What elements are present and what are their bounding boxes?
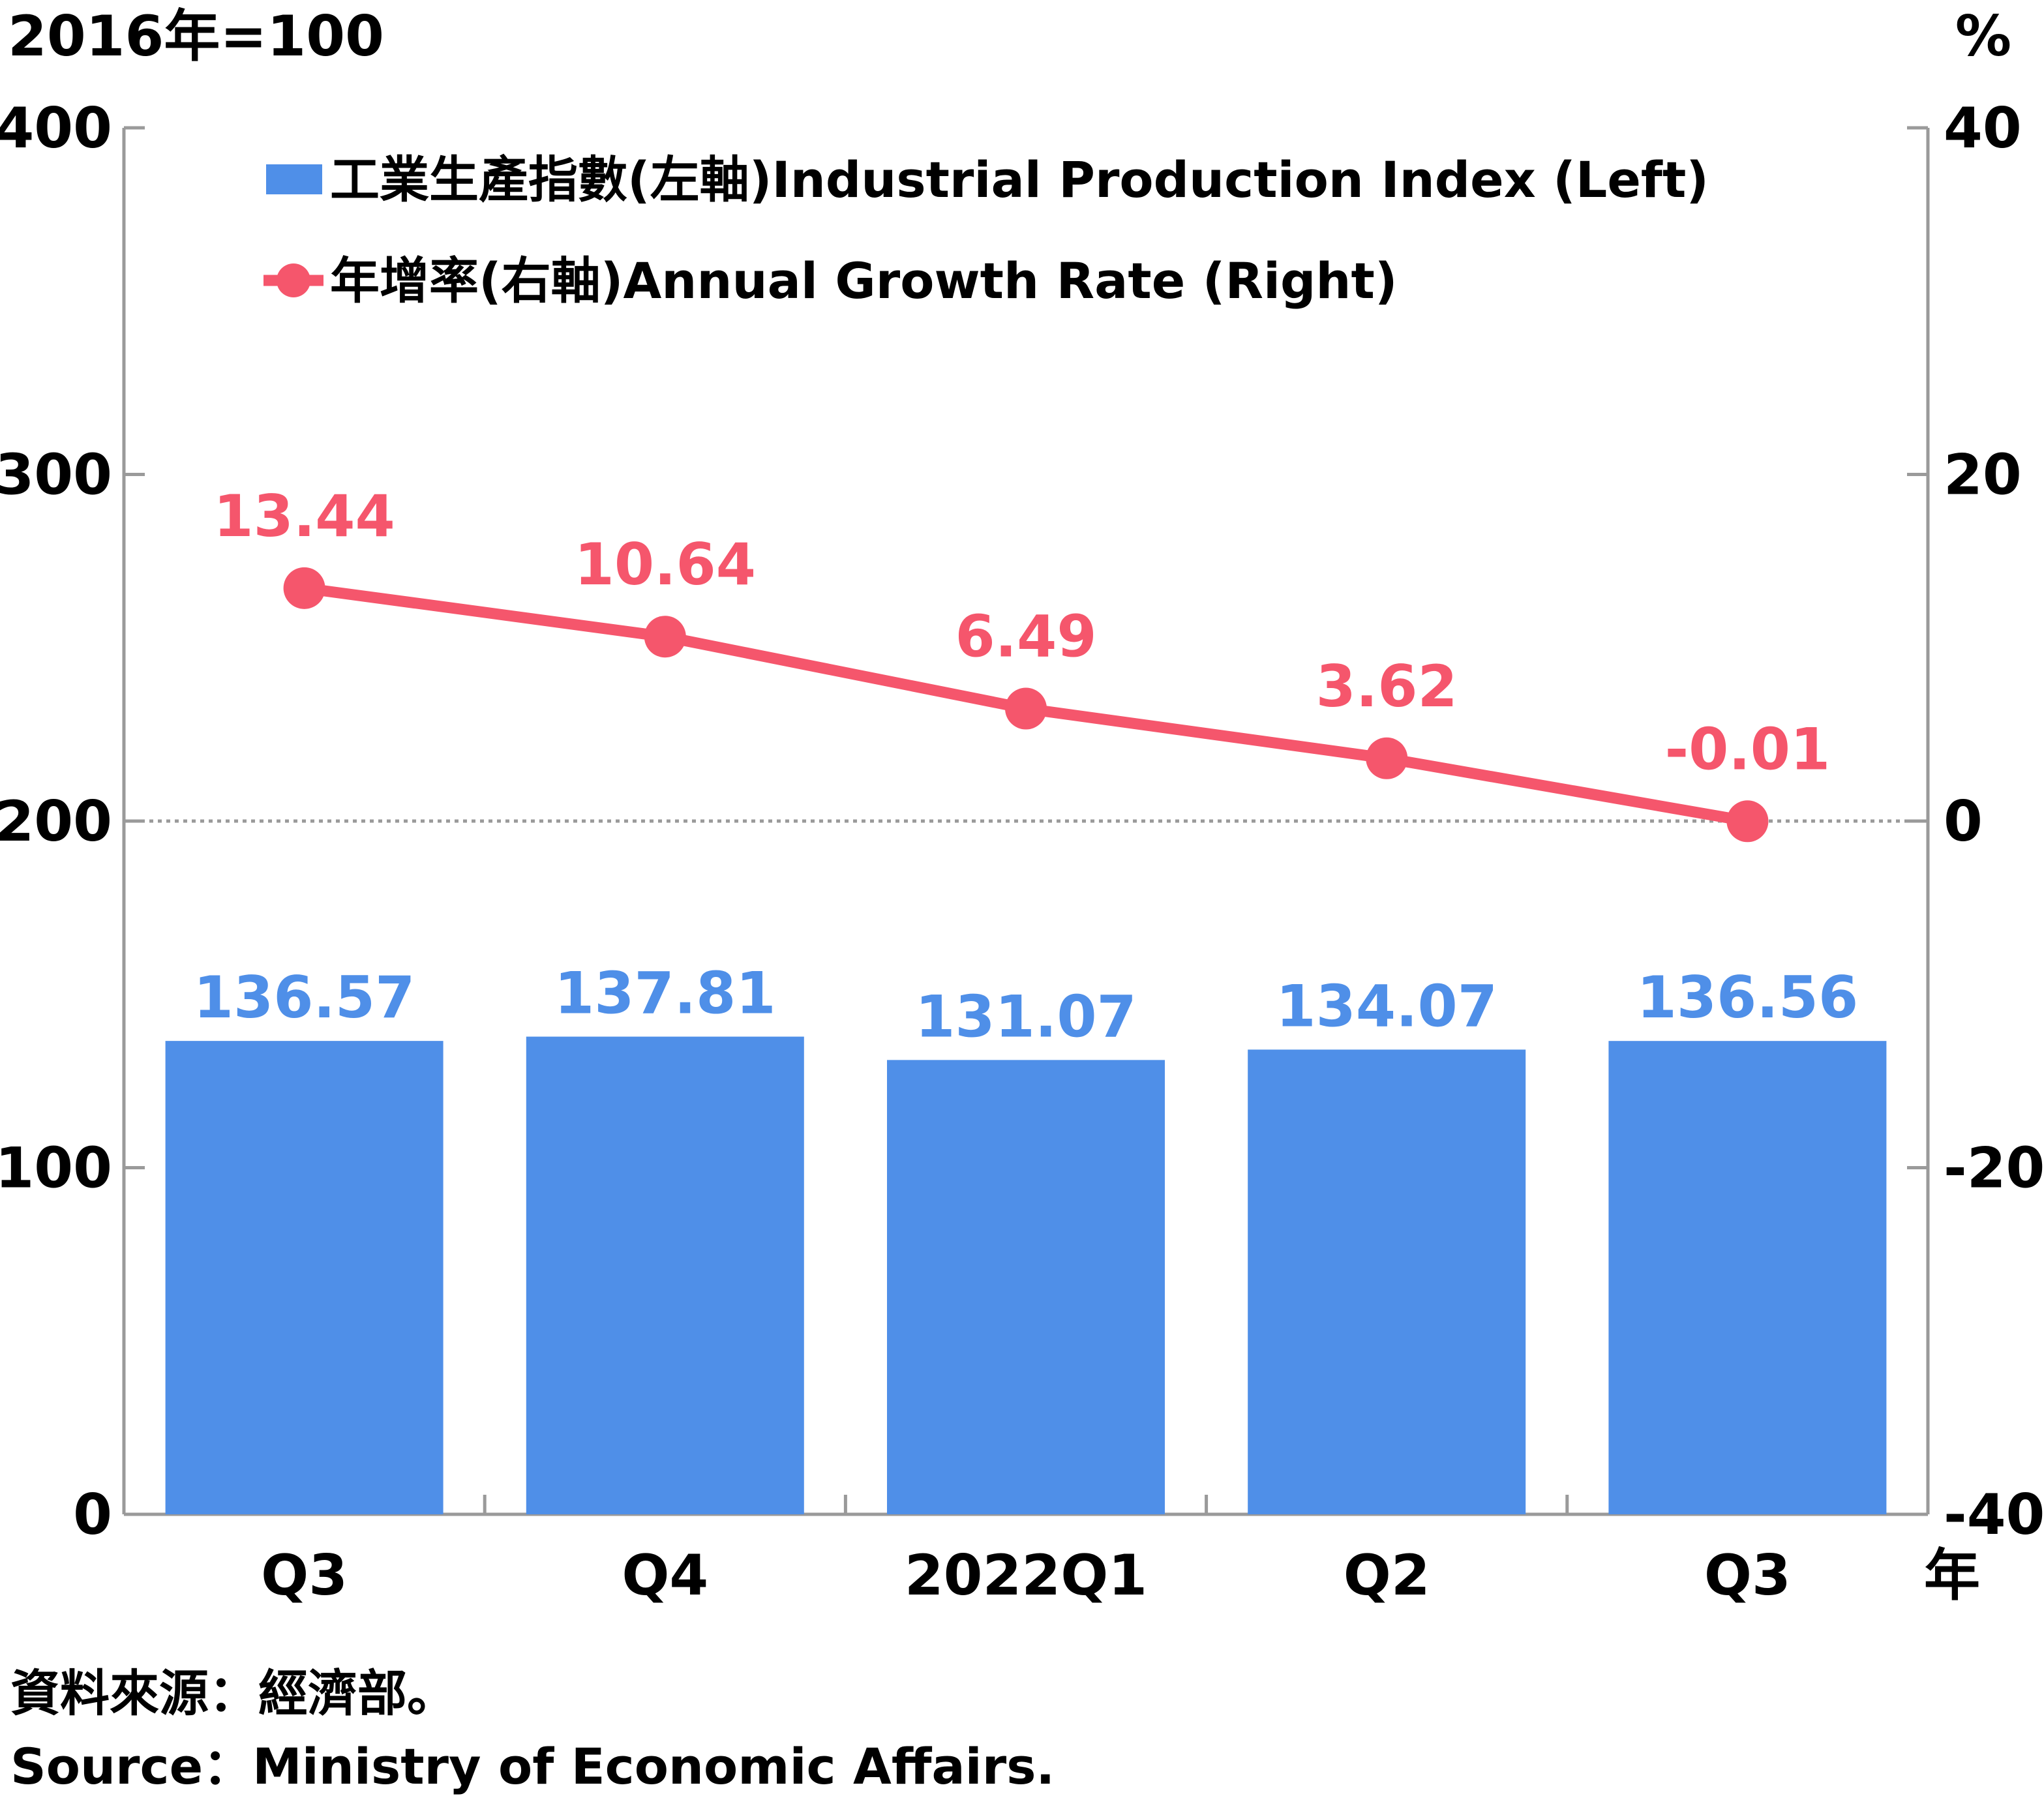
left-axis-tick-label: 0 xyxy=(73,1482,112,1548)
bar-value-label: 131.07 xyxy=(915,983,1137,1050)
axes: 0 100 200 300 400 -40 -20 0 20 40 Q3 Q4 2022Q1 Q2 Q3 年 xyxy=(0,96,2044,1608)
growth-rate-marker xyxy=(283,567,325,609)
line-value-label: 6.49 xyxy=(955,603,1096,670)
bar-value-label: 136.57 xyxy=(194,964,415,1031)
right-axis-tick-label: 40 xyxy=(1944,96,2022,161)
bar xyxy=(1248,1049,1526,1514)
x-axis-tick-label: Q3 xyxy=(261,1543,348,1608)
legend-label-line: 年增率(右軸)Annual Growth Rate (Right) xyxy=(330,252,1398,310)
line-value-label: 13.44 xyxy=(213,483,395,550)
right-axis-tick-label: 0 xyxy=(1944,789,1983,854)
growth-rate-marker xyxy=(1366,737,1408,779)
legend-swatch-bar xyxy=(266,164,322,194)
growth-rate-marker xyxy=(644,616,686,658)
legend-swatch-marker xyxy=(277,263,310,297)
bar xyxy=(165,1041,443,1514)
bar-series xyxy=(165,1036,1887,1514)
x-axis-suffix-label: 年 xyxy=(1924,1543,1980,1608)
source-note-en: Source：Ministry of Economic Affairs. xyxy=(10,1737,1055,1795)
data-labels: 136.57 137.81 131.07 134.07 136.56 13.44 10.64… xyxy=(194,483,1858,1051)
growth-rate-marker xyxy=(1726,800,1769,843)
bar-value-label: 136.56 xyxy=(1637,964,1859,1031)
line-value-label: 3.62 xyxy=(1316,653,1458,720)
x-axis-tick-label: Q2 xyxy=(1344,1543,1430,1608)
right-axis-tick-label: -20 xyxy=(1944,1136,2044,1201)
right-axis-tick-label: -40 xyxy=(1944,1482,2044,1548)
x-axis-tick-label: Q4 xyxy=(622,1543,708,1608)
legend: 工業生產指數(左軸)Industrial Production Index (L… xyxy=(263,151,1709,310)
line-value-label: 10.64 xyxy=(575,531,756,598)
bar-value-label: 137.81 xyxy=(554,960,776,1027)
left-axis-tick-label: 100 xyxy=(0,1136,112,1201)
bar xyxy=(887,1060,1165,1514)
left-axis-tick-label: 200 xyxy=(0,789,112,854)
growth-rate-marker xyxy=(1005,687,1047,730)
bar xyxy=(526,1036,804,1514)
right-axis-tick-label: 20 xyxy=(1944,443,2022,508)
line-series xyxy=(283,567,1769,843)
right-axis-unit-label: % xyxy=(1955,4,2011,69)
x-axis-tick-label: Q3 xyxy=(1704,1543,1791,1608)
bar xyxy=(1608,1041,1887,1514)
left-axis-unit-label: 2016年=100 xyxy=(8,4,384,69)
source-note-zh: 資料來源：經濟部。 xyxy=(10,1664,457,1722)
left-axis-tick-label: 400 xyxy=(0,96,112,161)
legend-label-bar: 工業生產指數(左軸)Industrial Production Index (L… xyxy=(330,151,1709,209)
left-axis-tick-label: 300 xyxy=(0,443,112,508)
bar-value-label: 134.07 xyxy=(1276,972,1497,1040)
x-axis-tick-label: 2022Q1 xyxy=(905,1543,1147,1608)
line-value-label: -0.01 xyxy=(1665,715,1831,783)
